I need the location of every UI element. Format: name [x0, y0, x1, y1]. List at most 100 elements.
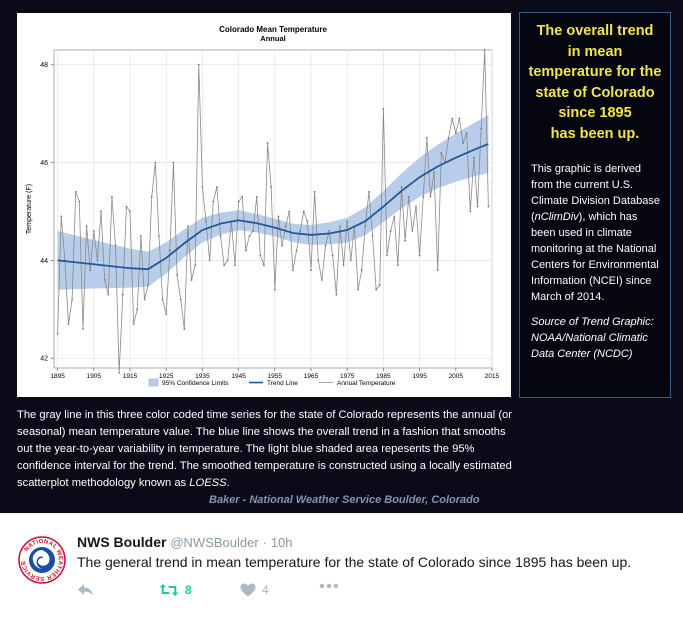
tweet-timestamp[interactable]: 10h: [270, 535, 293, 550]
avatar[interactable]: NATIONAL WEATHER SERVICE: [18, 536, 66, 584]
legend-label-confidence: 95% Confidence Limits: [162, 380, 229, 387]
annual-point: [259, 254, 262, 257]
account-name[interactable]: NWS Boulder: [77, 534, 167, 550]
nws-logo-icon: NATIONAL WEATHER SERVICE: [18, 536, 66, 584]
annual-point: [78, 200, 81, 203]
graphic-source: Source of Trend Graphic: NOAA/National C…: [531, 316, 654, 360]
annual-point: [378, 283, 381, 286]
annual-point: [404, 239, 407, 242]
annual-point: [302, 210, 305, 213]
legend-swatch-confidence: [148, 378, 159, 387]
chart-subtitle: Annual: [260, 34, 285, 43]
tweet[interactable]: NATIONAL WEATHER SERVICE NWS Boulder @NW…: [0, 513, 683, 622]
retweet-icon: [159, 584, 179, 596]
annual-point: [429, 195, 432, 198]
annual-point: [339, 225, 341, 228]
annual-point: [270, 186, 273, 188]
annual-point: [67, 323, 70, 325]
annual-point: [129, 210, 131, 213]
infographic: Colorado Mean Temperature Annual 42 44 46 4…: [0, 0, 683, 513]
annual-point: [219, 235, 222, 237]
annual-point: [411, 230, 414, 232]
annual-point: [382, 107, 385, 110]
headline-line: since 1895: [558, 105, 632, 121]
annual-point: [183, 327, 186, 330]
annual-point: [389, 230, 392, 232]
more-button[interactable]: [319, 583, 339, 589]
annual-point: [100, 210, 102, 213]
account-handle[interactable]: @NWSBoulder: [170, 535, 259, 550]
annual-point: [313, 190, 316, 193]
annual-point: [368, 190, 370, 193]
tweet-text: The general trend in mean temperature fo…: [77, 554, 632, 570]
retweet-button[interactable]: 8: [159, 583, 192, 597]
annual-point: [425, 137, 428, 139]
annual-point: [215, 186, 218, 188]
annual-point: [125, 205, 128, 208]
x-tick-label: 1945: [231, 373, 246, 380]
annual-point: [161, 298, 164, 301]
annual-point: [244, 249, 247, 252]
annual-point: [440, 151, 443, 154]
annual-point: [447, 137, 450, 139]
annual-point: [168, 249, 171, 252]
annual-point: [360, 269, 363, 272]
annual-point: [136, 308, 139, 311]
annual-point: [172, 161, 175, 164]
x-tick-label: 1965: [304, 373, 319, 380]
annual-point: [480, 127, 483, 130]
chart-legend: 95% Confidence Limits Trend Line Annual …: [148, 378, 396, 387]
y-tick-label: 46: [40, 160, 48, 167]
annual-point: [263, 264, 265, 267]
annual-point: [418, 254, 421, 257]
annual-point: [107, 293, 110, 296]
trend-line: [57, 143, 489, 271]
annual-point: [266, 142, 269, 144]
annual-point: [469, 210, 472, 213]
annual-point: [147, 283, 150, 286]
annual-point: [103, 279, 106, 281]
annual-point: [299, 230, 302, 232]
annual-point: [111, 195, 113, 198]
chart-title: Colorado Mean Temperature: [219, 25, 327, 34]
annual-point: [407, 195, 410, 198]
annual-point: [458, 117, 461, 120]
annual-point: [226, 259, 229, 262]
annual-point: [310, 269, 312, 272]
annual-point: [190, 279, 193, 281]
annual-point: [331, 254, 334, 257]
retweet-count: 8: [185, 583, 192, 597]
annual-point: [295, 249, 298, 252]
trend-summary-panel: The overall trend in mean temperature fo…: [519, 12, 671, 398]
x-tick-label: 1915: [123, 373, 138, 380]
annual-point: [234, 264, 236, 267]
annual-point: [132, 323, 135, 325]
annual-point: [208, 259, 211, 262]
annual-point: [415, 205, 417, 208]
annual-point: [386, 254, 388, 257]
annual-point: [324, 244, 327, 247]
annual-point: [451, 117, 454, 120]
annual-point: [139, 235, 142, 237]
annual-point: [277, 215, 280, 218]
annual-point: [255, 195, 258, 198]
annual-point: [212, 200, 215, 203]
reply-button[interactable]: [77, 583, 94, 597]
like-button[interactable]: 4: [240, 583, 269, 597]
y-tick-label: 48: [40, 62, 48, 69]
annual-point: [292, 269, 294, 272]
annual-point: [241, 195, 244, 198]
x-tick-label: 1895: [50, 373, 65, 380]
annual-point: [436, 269, 439, 272]
annual-point: [284, 225, 287, 228]
annual-point: [473, 156, 475, 159]
annual-point: [422, 195, 425, 198]
y-tick-label: 42: [40, 356, 48, 363]
annual-point: [393, 215, 396, 218]
annual-point: [74, 190, 77, 193]
annual-point: [357, 288, 359, 291]
heart-icon: [240, 583, 256, 597]
headline-line: in mean: [567, 43, 623, 60]
y-tick-label: 44: [40, 258, 48, 265]
headline-line: state of Colorado: [535, 84, 655, 101]
